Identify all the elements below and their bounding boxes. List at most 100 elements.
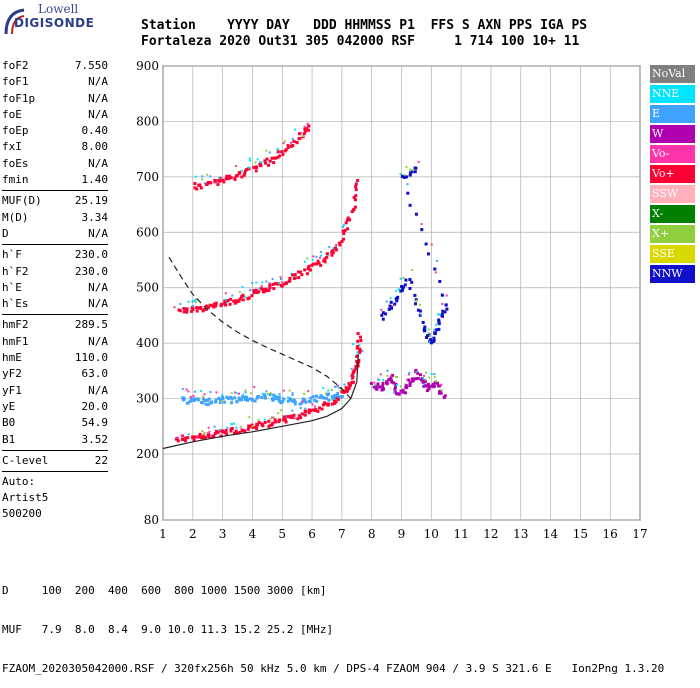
echo-point — [441, 303, 444, 305]
param-value: 54.9 — [81, 416, 109, 430]
echo-point — [319, 251, 322, 253]
echo-point — [304, 410, 308, 413]
echo-point — [260, 161, 263, 164]
echo-point — [306, 122, 309, 125]
echo-point — [254, 288, 258, 292]
echo-point — [234, 391, 237, 394]
echo-point — [423, 325, 427, 329]
echo-point — [187, 390, 190, 393]
echo-point — [268, 151, 271, 154]
echo-point — [279, 276, 282, 279]
echo-point — [212, 302, 216, 306]
echo-point — [440, 389, 443, 392]
param-row: D N/A — [2, 226, 108, 242]
echo-point — [263, 420, 267, 424]
echo-point — [336, 397, 340, 401]
echo-point — [199, 436, 203, 440]
echo-point — [427, 252, 430, 256]
echo-point — [340, 390, 344, 394]
echo-point — [185, 310, 189, 314]
echo-point — [202, 397, 205, 401]
echo-point — [445, 294, 448, 297]
echo-point — [210, 400, 214, 404]
echo-point — [324, 392, 327, 395]
echo-point — [348, 383, 352, 387]
echo-point — [218, 429, 221, 431]
trace-group — [174, 332, 364, 443]
echo-point — [327, 389, 330, 392]
echo-point — [291, 394, 294, 396]
echo-point — [194, 301, 197, 304]
echo-point — [324, 396, 328, 400]
echo-point — [182, 397, 186, 401]
echo-point — [422, 379, 426, 383]
echo-point — [235, 399, 239, 403]
x-tick-label: 13 — [513, 527, 528, 541]
echo-point — [335, 394, 339, 398]
echo-point — [201, 401, 205, 405]
echo-point — [382, 387, 385, 391]
echo-point — [399, 289, 403, 293]
echo-point — [270, 423, 274, 427]
echo-point — [243, 171, 247, 175]
echo-point — [224, 292, 227, 295]
echo-point — [207, 397, 211, 401]
param-value: 8.00 — [81, 140, 109, 154]
echo-point — [232, 299, 236, 303]
echo-point — [276, 282, 280, 286]
echo-point — [293, 273, 297, 277]
echo-point — [358, 349, 362, 353]
x-tick-label: 7 — [338, 527, 346, 541]
echo-point — [372, 385, 376, 389]
echo-point — [280, 278, 282, 280]
echo-point — [242, 393, 244, 396]
echo-point — [347, 386, 351, 390]
echo-point — [282, 397, 286, 401]
param-row: h`F2 230.0 — [2, 264, 108, 280]
echo-point — [275, 396, 279, 399]
param-row: foF2 7.550 — [2, 58, 108, 74]
echo-point — [189, 396, 193, 400]
echo-point — [354, 194, 358, 198]
echo-point — [299, 416, 303, 420]
echo-point — [226, 301, 229, 304]
echo-point — [263, 393, 266, 397]
echo-point — [297, 276, 301, 280]
param-key: yF2 — [2, 367, 22, 381]
echo-point — [427, 332, 430, 335]
param-divider — [2, 471, 108, 473]
echo-point — [241, 294, 245, 297]
echo-point — [225, 432, 229, 436]
footer-distance-row: D 100 200 400 600 800 1000 1500 3000 [km… — [2, 584, 327, 597]
autoscale-info-line: 500200 — [2, 507, 42, 521]
trace-group — [193, 122, 311, 191]
echo-point — [395, 384, 398, 387]
echo-point — [283, 417, 287, 421]
echo-point — [257, 418, 260, 421]
echo-point — [355, 346, 359, 350]
echo-point — [320, 254, 323, 257]
echo-point — [292, 413, 296, 417]
echo-point — [321, 395, 324, 399]
echo-point — [224, 303, 227, 307]
echo-point — [443, 394, 447, 398]
echo-point — [400, 285, 404, 288]
echo-point — [224, 298, 227, 301]
echo-point — [350, 374, 354, 378]
y-tick-label: 500 — [136, 281, 159, 295]
echo-point — [424, 242, 428, 246]
echo-point — [264, 161, 267, 165]
echo-point — [241, 298, 245, 302]
echo-point — [415, 371, 418, 373]
echo-point — [282, 142, 285, 145]
echo-point — [311, 408, 315, 412]
echo-point — [235, 431, 239, 435]
echo-point — [308, 400, 312, 404]
echo-point — [440, 312, 444, 316]
echo-point — [190, 309, 194, 313]
echo-point — [286, 146, 290, 149]
echo-point — [196, 306, 200, 310]
echo-point — [404, 384, 408, 388]
echo-point — [265, 390, 268, 393]
echo-point — [408, 173, 412, 177]
